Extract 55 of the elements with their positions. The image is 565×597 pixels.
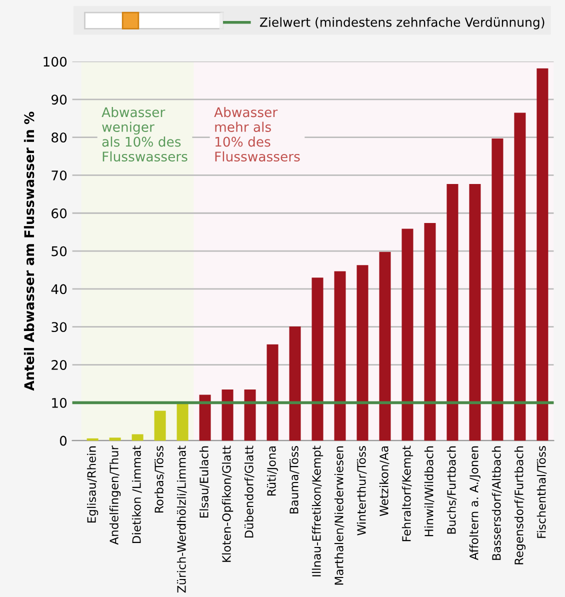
x-tick-label: Bauma/Töss — [289, 446, 300, 514]
y-tick-label: 100 — [44, 56, 67, 67]
y-tick-label: 60 — [52, 208, 67, 218]
bar — [492, 138, 504, 441]
x-tick-label: Wetzikon/Aa — [379, 446, 390, 516]
bar — [356, 265, 368, 441]
y-tick-label: 30 — [52, 322, 67, 332]
x-tick-label: Dietikon /Limmat — [132, 446, 142, 544]
x-tick-label: Hinwil/Wildbach — [424, 446, 434, 536]
x-tick-label: Illnau-Effretikon/Kempt — [312, 446, 324, 576]
x-tick-label: Marthalen/Niederwiesen — [334, 446, 344, 585]
bar — [199, 394, 211, 441]
bar — [469, 184, 481, 441]
x-tick-label: Winterthur/Töss — [356, 446, 367, 536]
bar — [379, 252, 391, 441]
x-tick-label: Andelfingen/Thur — [109, 445, 121, 545]
y-tick-label: 50 — [52, 246, 67, 256]
y-tick-label: 90 — [52, 94, 67, 105]
bar — [424, 223, 436, 441]
x-tick-label: Fischenthal/Töss — [536, 446, 547, 538]
bar — [446, 184, 458, 441]
bar — [402, 228, 414, 441]
bar — [132, 434, 144, 441]
x-tick-label: Fehraltorf/Kempt — [402, 446, 414, 542]
x-tick-label: Affoltern a. A./Jonen — [469, 446, 480, 560]
bar — [536, 68, 548, 441]
x-tick-label: Buchs/Furtbach — [446, 446, 457, 534]
y-tick-label: 80 — [52, 132, 67, 143]
bar — [289, 326, 301, 441]
x-tick-label: Elsau/Eulach — [199, 446, 210, 518]
bar — [154, 410, 166, 441]
x-tick-label: Dübendorf/Glatt — [244, 446, 254, 538]
x-tick-label: Regensdorf/Furtbach — [514, 446, 526, 564]
band-label: Abwasser weniger als 10% des Flusswassers — [102, 106, 188, 162]
y-tick-label: 10 — [52, 398, 67, 408]
bar — [266, 344, 278, 441]
y-tick-label: 20 — [52, 360, 67, 370]
band-label: Abwasser mehr als 10% des Flusswassers — [214, 106, 300, 162]
y-tick-label: 70 — [52, 170, 67, 180]
y-axis-title: Anteil Abwasser am Flusswasser in % — [24, 112, 34, 391]
x-tick-label: Eglisau/Rhein — [86, 446, 98, 522]
bar — [109, 438, 121, 441]
bar — [222, 389, 234, 441]
legend-label: Zielwert (mindestens zehnfache Verdünnung) — [260, 17, 544, 30]
bar — [312, 278, 324, 441]
bar — [244, 389, 256, 441]
x-tick-label: Rorbas/Töss — [154, 446, 164, 512]
x-tick-label: Bassersdorf/Altbach — [492, 446, 502, 560]
y-tick-label: 0 — [60, 436, 67, 446]
bar — [514, 112, 526, 441]
bar — [334, 271, 346, 441]
y-tick-label: 40 — [51, 284, 67, 294]
x-tick-label: Kloten-Opfikon/Glatt — [222, 446, 234, 562]
x-tick-label: Zürich-Werdhölzli/Limmat — [176, 446, 187, 593]
x-tick-label: Rüti/Jona — [266, 446, 278, 496]
